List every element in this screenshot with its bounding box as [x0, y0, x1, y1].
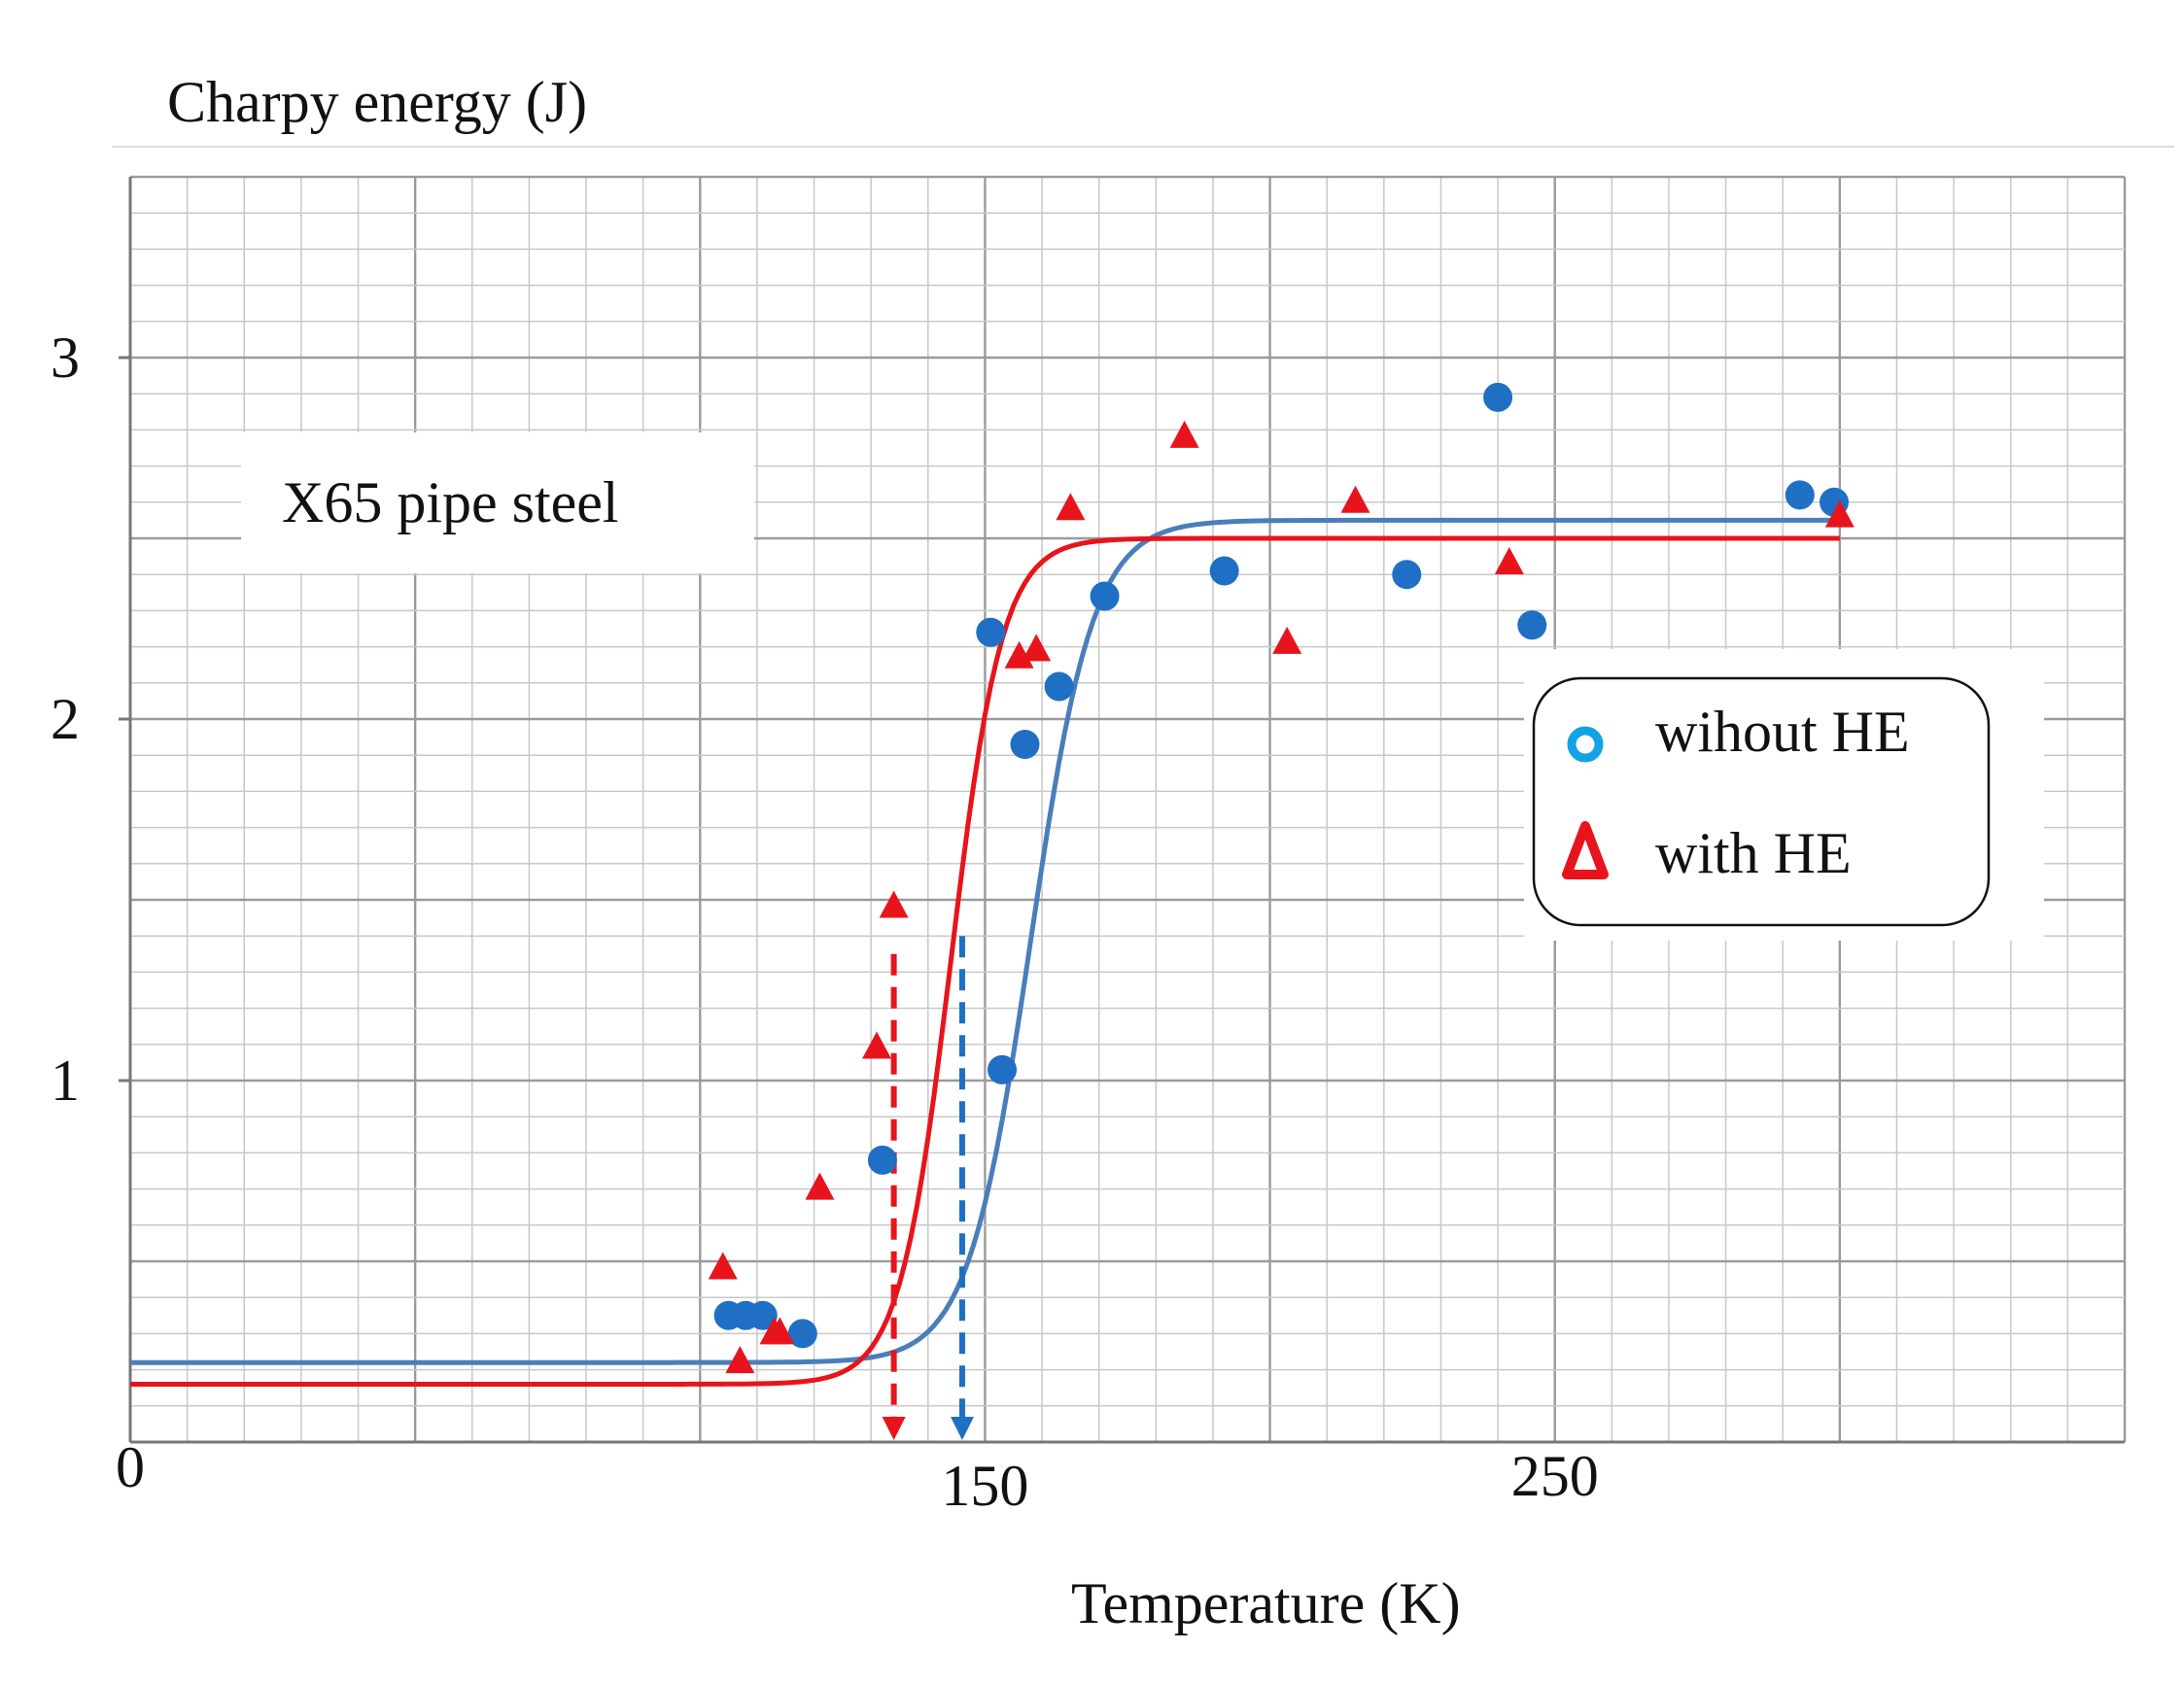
data-point-without-he	[787, 1319, 817, 1349]
data-point-with-he	[1022, 634, 1052, 662]
data-point-without-he	[1483, 382, 1513, 412]
data-point-with-he	[1004, 640, 1034, 669]
data-point-with-he	[1169, 420, 1199, 448]
legend-label-with: with HE	[1655, 821, 1852, 885]
legend-circle-icon	[1567, 726, 1604, 763]
fit-curve-without-he	[130, 517, 1840, 1365]
data-point-without-he	[747, 1300, 778, 1330]
x-tick-label: 0	[116, 1435, 145, 1499]
data-point-with-he	[708, 1252, 738, 1280]
grid	[119, 175, 2127, 1444]
y-tick-label: 3	[51, 326, 80, 390]
data-point-without-he	[1044, 671, 1074, 702]
data-point-with-he	[725, 1346, 755, 1374]
transition-arrowhead	[950, 1417, 974, 1440]
legend-triangle-icon	[1562, 821, 1609, 879]
x-tick-label: 150	[941, 1454, 1028, 1518]
legend: wihout HE with HE	[1524, 649, 2044, 941]
fit-curves	[130, 517, 1840, 1387]
data-point-with-he	[1824, 499, 1855, 528]
y-axis-label: Charpy energy (J)	[167, 70, 587, 134]
legend-label-without: wihout HE	[1655, 700, 1910, 764]
data-point-without-he	[1209, 556, 1239, 586]
data-point-with-he	[1494, 547, 1524, 575]
x-tick-label: 250	[1511, 1444, 1599, 1508]
data-point-with-he	[1272, 626, 1302, 654]
data-point-with-he	[1056, 493, 1086, 521]
data-point-without-he	[867, 1145, 897, 1175]
data-point-without-he	[1392, 560, 1422, 590]
data-points	[708, 382, 1855, 1374]
annotation-box	[241, 432, 754, 573]
annotation-label: X65 pipe steel	[282, 470, 619, 534]
data-point-without-he	[1010, 730, 1040, 760]
legend-frame	[1532, 676, 1991, 927]
data-point-with-he	[1340, 485, 1370, 513]
transition-markers	[882, 936, 974, 1440]
data-point-without-he	[1090, 581, 1120, 611]
data-point-without-he	[1517, 610, 1547, 640]
data-point-with-he	[862, 1031, 892, 1059]
transition-arrowhead	[882, 1417, 906, 1440]
tick-labels: 1 2 3 0 150 250	[51, 326, 1599, 1518]
data-point-without-he	[988, 1054, 1018, 1084]
fit-curve-with-he	[130, 535, 1840, 1387]
y-tick-label: 2	[51, 687, 80, 751]
x-axis-label: Temperature (K)	[1071, 1571, 1461, 1635]
data-point-with-he	[879, 890, 909, 918]
data-point-without-he	[1785, 480, 1815, 510]
data-point-without-he	[976, 617, 1006, 647]
data-point-with-he	[765, 1317, 795, 1345]
y-tick-label: 1	[51, 1048, 80, 1113]
data-point-with-he	[805, 1172, 835, 1200]
